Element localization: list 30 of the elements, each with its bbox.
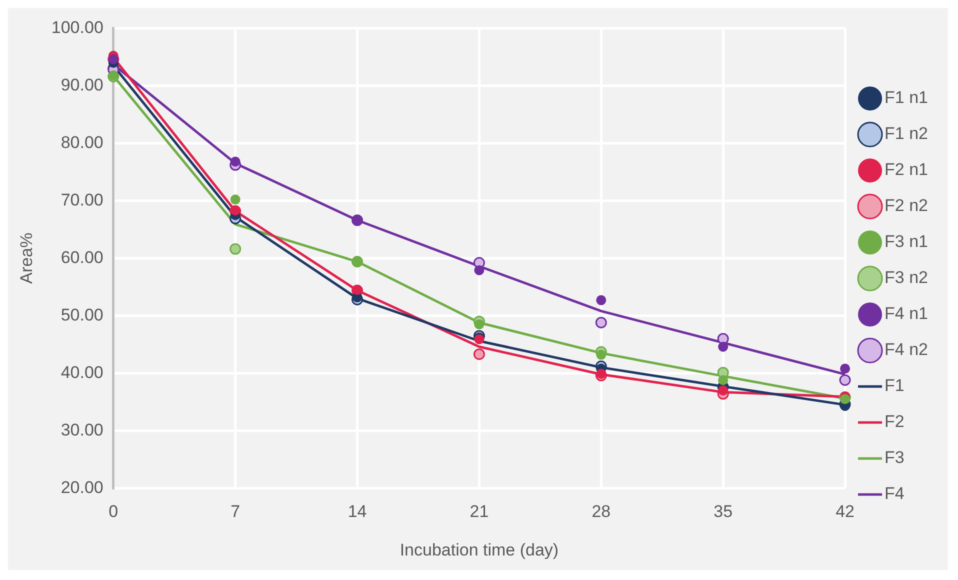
legend-label: F2 [884,412,904,432]
legend-label: F4 [884,484,904,504]
x-tick-label: 28 [592,502,611,522]
y-tick-label: 30.00 [60,420,104,440]
y-tick-label: 50.00 [60,305,104,324]
x-tick-label: 0 [108,502,118,522]
y-tick-label: 70.00 [60,190,104,210]
y-axis-title: Area% [16,232,36,284]
legend-label: F1 n2 [884,124,928,144]
y-tick-label: 60.00 [60,248,104,267]
legend-label: F1 [884,376,904,396]
y-tick-label: 100.00 [51,18,104,37]
x-tick-label: 42 [836,502,854,522]
legend-label: F3 [884,448,904,468]
x-tick-label: 35 [714,502,733,522]
legend-label: F4 n2 [884,340,928,360]
legend-label: F4 n1 [884,304,928,324]
legend-label: F1 n1 [884,88,928,108]
legend-label: F2 n1 [884,160,928,180]
x-tick-label: 14 [348,502,367,522]
x-tick-label: 7 [230,502,240,522]
y-tick-label: 80.00 [60,132,104,152]
y-tick-label: 20.00 [60,478,104,497]
legend-label: F2 n2 [884,196,928,216]
y-tick-label: 90.00 [60,75,104,94]
x-axis-title: Incubation time (day) [400,540,559,560]
legend-label: F3 n1 [884,232,928,252]
x-tick-label: 21 [470,502,489,522]
y-tick-label: 40.00 [60,362,104,382]
legend-label: F3 n2 [884,268,928,288]
